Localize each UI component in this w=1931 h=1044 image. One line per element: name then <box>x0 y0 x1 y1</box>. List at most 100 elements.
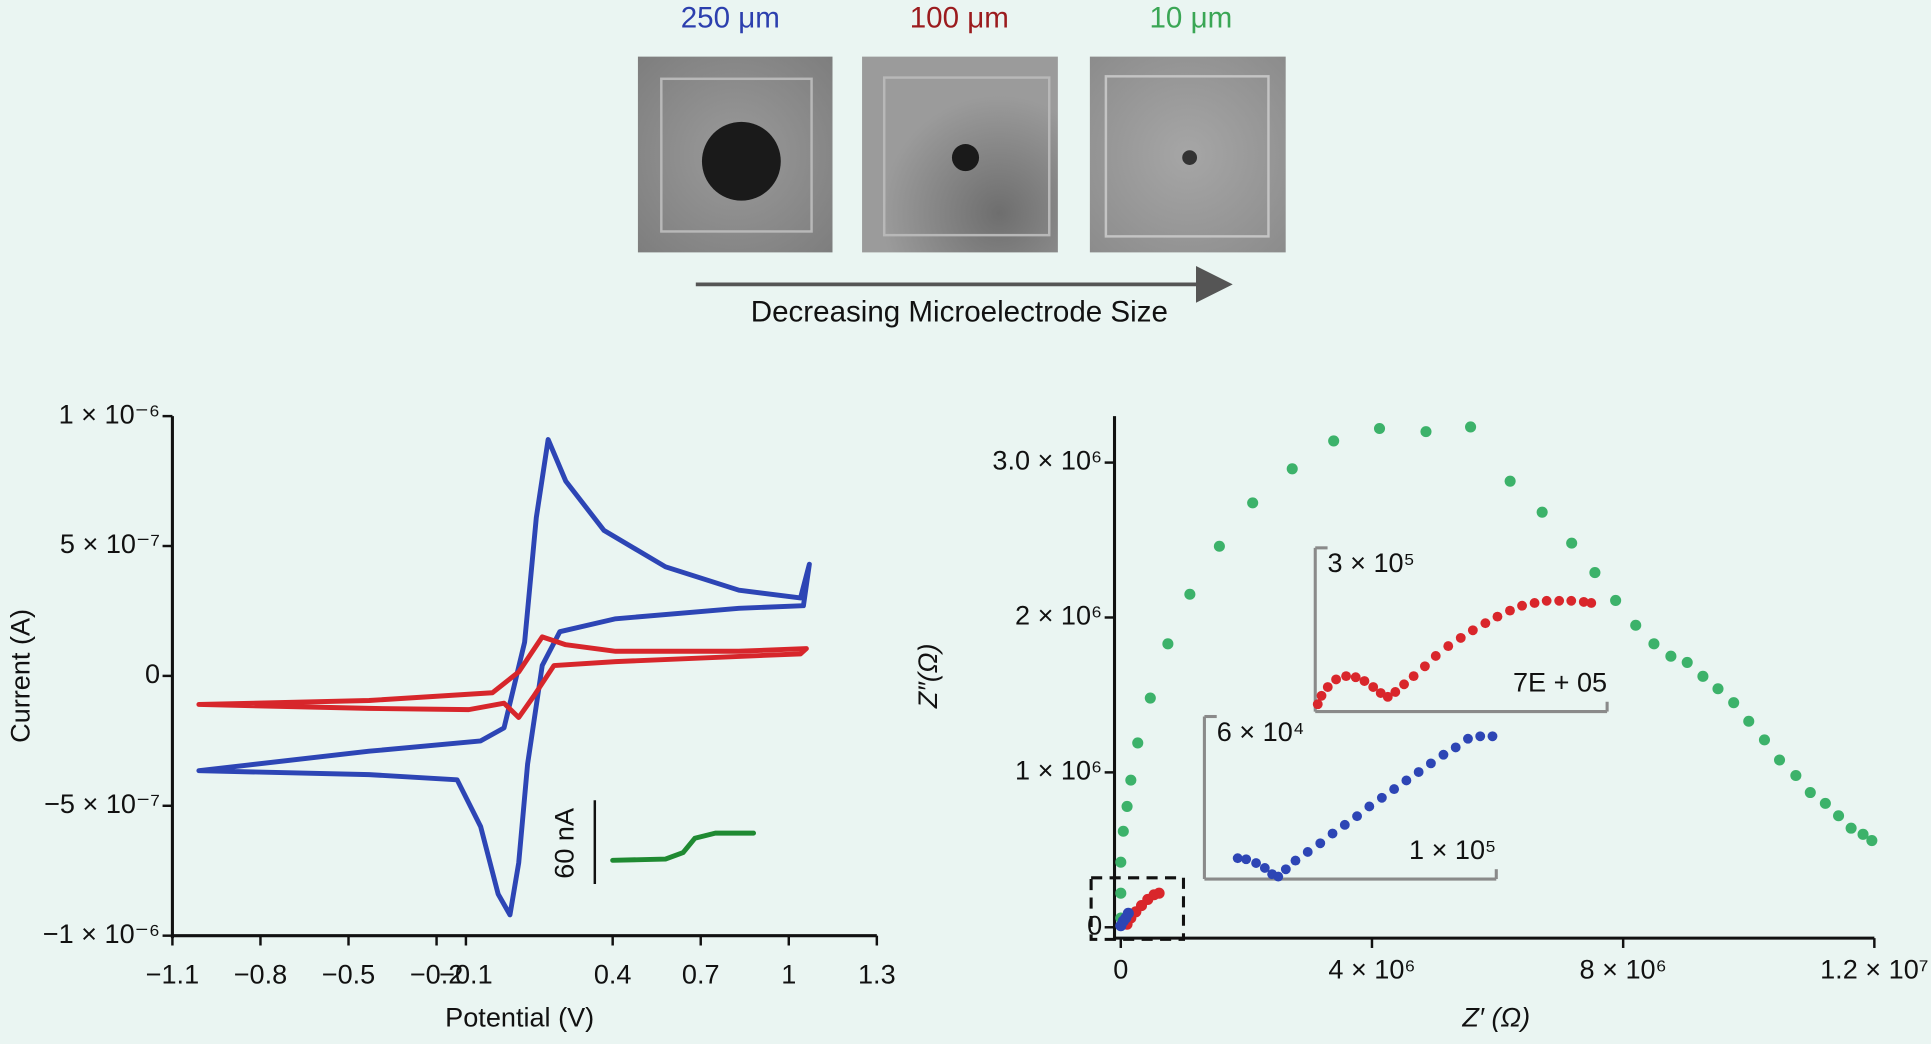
micrograph <box>862 56 1058 253</box>
point <box>1259 862 1270 873</box>
point <box>1162 638 1174 650</box>
point <box>1505 605 1515 616</box>
x-tick-label: −0.2 <box>410 958 463 989</box>
x-tick-label: −0.1 <box>439 958 492 989</box>
y-tick-label: 0 <box>1087 909 1102 940</box>
x-tick-label: −1.1 <box>146 958 199 989</box>
point <box>1566 537 1578 549</box>
point <box>1420 426 1432 438</box>
point <box>1359 676 1370 686</box>
point <box>1845 822 1857 834</box>
point <box>1399 679 1409 690</box>
point <box>1480 618 1491 629</box>
point <box>1286 463 1298 475</box>
point <box>1144 692 1156 704</box>
point <box>1247 497 1259 509</box>
y-tick-label: −5 × 10⁻⁷ <box>44 788 160 819</box>
x-tick-label: 7E + 05 <box>1513 667 1607 698</box>
micrograph <box>637 56 833 253</box>
point <box>1322 682 1333 692</box>
point <box>1389 784 1400 795</box>
x-tick-label: 8 × 10⁶ <box>1580 954 1667 985</box>
point <box>1315 838 1326 849</box>
point <box>1117 825 1129 837</box>
point <box>1866 834 1878 847</box>
zoom-box <box>1089 876 1186 941</box>
point <box>1804 786 1816 799</box>
point <box>1475 731 1486 742</box>
point <box>1280 864 1291 875</box>
y-tick-label: 6 × 10⁴ <box>1217 716 1305 747</box>
x-tick-label: −0.5 <box>322 958 375 989</box>
point <box>1681 656 1693 668</box>
point <box>1665 650 1677 662</box>
y-tick-label: 2 × 10⁶ <box>1015 600 1102 631</box>
point <box>1467 625 1478 636</box>
point <box>1115 887 1127 899</box>
point <box>1529 598 1540 608</box>
point <box>1610 594 1622 606</box>
point <box>1586 598 1597 608</box>
point <box>1122 907 1134 919</box>
x-axis-label: Potential (V) <box>445 1002 594 1033</box>
point <box>1517 600 1527 611</box>
point <box>1213 540 1225 552</box>
x-tick-label: 1 × 10⁵ <box>1409 834 1496 865</box>
point <box>1115 856 1127 868</box>
point <box>1630 619 1642 631</box>
point <box>1554 595 1565 606</box>
point <box>1758 734 1770 746</box>
point <box>1241 854 1252 865</box>
arrow-label: Decreasing Microelectrode Size <box>751 296 1168 329</box>
point <box>1443 641 1454 652</box>
point <box>1331 674 1342 685</box>
point <box>1339 819 1350 830</box>
point <box>1463 733 1473 744</box>
point <box>1492 611 1503 622</box>
size-label: 250 μm <box>681 2 780 35</box>
point <box>1419 661 1430 672</box>
x-tick-label: −0.8 <box>234 958 287 989</box>
y-tick-label: 3 × 10⁵ <box>1328 547 1415 578</box>
point <box>1290 855 1301 866</box>
y-axis-label: Z″(Ω) <box>912 644 943 710</box>
point <box>1153 887 1165 899</box>
point <box>1352 811 1362 822</box>
point <box>1487 731 1498 742</box>
point <box>1184 588 1196 600</box>
point <box>1312 699 1323 710</box>
curve <box>196 437 812 918</box>
point <box>1413 767 1424 777</box>
y-tick-label: 1 × 10⁻⁶ <box>59 398 160 429</box>
point <box>1541 595 1552 606</box>
point <box>1373 422 1386 435</box>
scale-bar-label: 60 nA <box>549 807 580 879</box>
micrograph <box>1089 56 1286 253</box>
y-tick-label: 3.0 × 10⁶ <box>992 445 1102 476</box>
point <box>1302 847 1313 857</box>
point <box>1350 672 1361 683</box>
curve <box>196 634 809 720</box>
point <box>1728 697 1740 709</box>
point <box>1819 797 1831 809</box>
point <box>1566 595 1577 606</box>
point <box>1327 828 1338 839</box>
x-tick-label: 4 × 10⁶ <box>1328 954 1415 985</box>
y-tick-label: −1 × 10⁻⁶ <box>43 918 160 949</box>
point <box>1341 671 1352 682</box>
point <box>1382 691 1393 702</box>
point <box>1232 853 1243 864</box>
y-axis-label: Current (A) <box>4 609 35 743</box>
point <box>1430 650 1441 661</box>
point <box>1648 638 1660 650</box>
x-axis-label: Z′ (Ω) <box>1461 1002 1530 1033</box>
point <box>1364 801 1375 812</box>
point <box>1697 670 1709 682</box>
point <box>1425 758 1436 769</box>
point <box>1833 810 1845 822</box>
point <box>1450 742 1461 753</box>
x-tick-label: 0.4 <box>594 958 632 989</box>
point <box>1790 769 1802 782</box>
